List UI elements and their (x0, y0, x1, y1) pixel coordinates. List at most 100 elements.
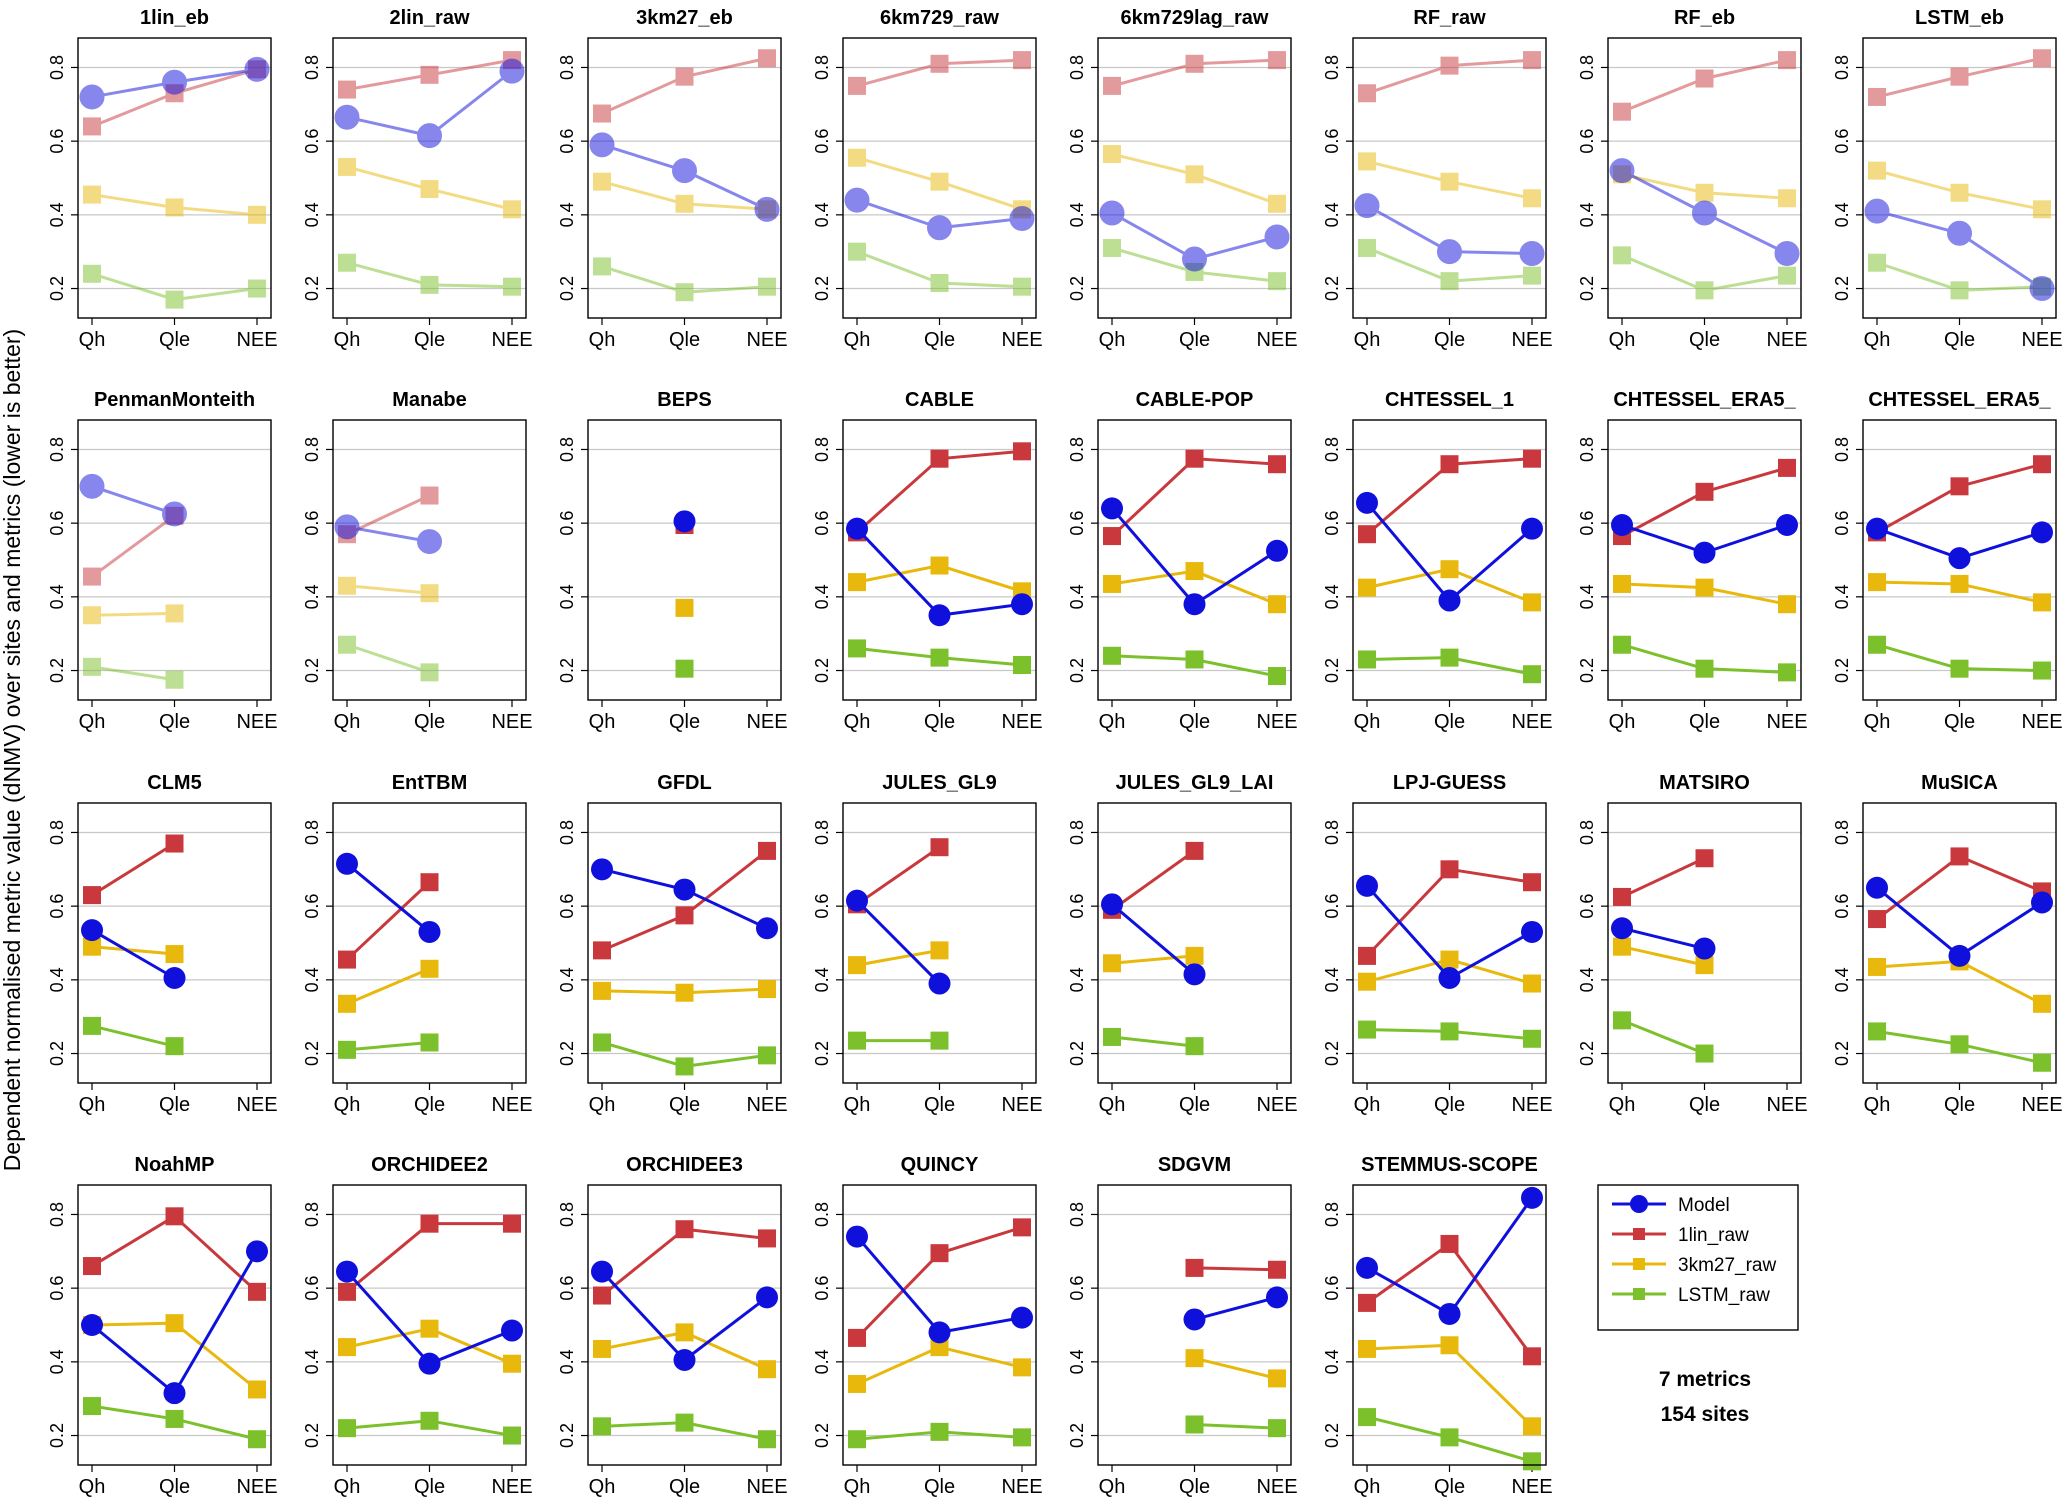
panel-title: ORCHIDEE2 (371, 1154, 488, 1176)
data-point-model (756, 1286, 778, 1309)
data-point-1lin_raw (1950, 847, 1969, 866)
data-point-1lin_raw (930, 1244, 949, 1263)
series-line (856, 198, 940, 230)
series-line (683, 169, 768, 211)
data-point-LSTM_raw (675, 1057, 694, 1076)
y-tick-label: 0.8 (1322, 437, 1342, 462)
y-tick-label: 0.8 (812, 1202, 832, 1227)
y-tick-label: 0.8 (1577, 437, 1597, 462)
x-tick-label: Qh (589, 329, 616, 351)
series-line (684, 202, 768, 211)
panel-title: 6km729lag_raw (1121, 7, 1269, 29)
data-point-model (1264, 224, 1290, 250)
series-1lin_raw (1358, 860, 1541, 965)
data-point-1lin_raw (1185, 1258, 1204, 1277)
series-line (429, 187, 513, 211)
series-line (1876, 643, 1960, 671)
data-point-3km27_raw (83, 937, 101, 956)
data-point-3km27_raw (420, 584, 439, 603)
panel-3: 3km27_eb 0.2 0.4 0.6 0.8 Qh Qle NEE (557, 7, 788, 351)
panel-frame (332, 1184, 527, 1466)
legend-label: Model (1678, 1195, 1730, 1216)
x-tick-label: NEE (1511, 329, 1552, 351)
series-LSTM_raw (1613, 246, 1796, 300)
x-tick-label: NEE (1511, 1094, 1552, 1116)
x-tick-label: Qle (1689, 1094, 1720, 1116)
series-line (1958, 232, 2043, 290)
series-line (1366, 463, 1451, 536)
data-point-1lin_raw (83, 886, 101, 905)
y-tick-label: 0.2 (557, 1423, 577, 1448)
series-Model (1099, 200, 1290, 272)
panel-frame (1352, 419, 1547, 701)
series-line (91, 91, 176, 128)
y-tick-label: 0.6 (1322, 894, 1342, 919)
series-line (1621, 523, 1705, 555)
panel-title: LSTM_eb (1915, 7, 2004, 29)
x-tick-label: Qle (1434, 329, 1465, 351)
series-LSTM_raw (1103, 1027, 1204, 1056)
data-point-3km27_raw (83, 185, 101, 204)
series-line (346, 1040, 430, 1052)
series-line (1366, 159, 1450, 184)
panel-grid: 1lin_eb 0.2 0.4 0.6 0.8 Qh Qle NEE 2lin_raw 0.2 0.… (47, 7, 2063, 1498)
legend-entry-3km27_raw: 3km27_raw (1612, 1255, 1776, 1276)
series-LSTM_raw (1868, 635, 2051, 680)
series-line (601, 264, 685, 294)
y-tick-label: 0.6 (1067, 511, 1087, 536)
panel-title: CLM5 (147, 772, 201, 794)
series-line (684, 1421, 768, 1441)
series-line (1449, 656, 1533, 676)
series-line (1365, 884, 1451, 980)
panel-12: CABLE 0.2 0.4 0.6 0.8 Qh Qle NEE (812, 389, 1043, 733)
series-line (91, 514, 176, 578)
data-point-model (1183, 963, 1206, 986)
data-point-3km27_raw (930, 1338, 949, 1357)
data-point-1lin_raw (930, 54, 949, 73)
data-point-LSTM_raw (503, 277, 521, 296)
series-line (1449, 958, 1533, 985)
panel-title: CHTESSEL_1 (1385, 389, 1514, 411)
series-line (1621, 856, 1706, 899)
data-point-LSTM_raw (593, 257, 611, 276)
y-tick-label: 0.2 (1067, 1041, 1087, 1066)
panel-frame (77, 802, 272, 1084)
panel-frame (77, 37, 272, 319)
series-Model (336, 852, 441, 943)
series-line (1621, 1018, 1706, 1055)
data-point-model (79, 473, 105, 499)
series-line (939, 656, 1023, 667)
x-tick-label: Qh (334, 1476, 361, 1498)
data-point-model (1864, 198, 1890, 224)
series-line (1366, 1242, 1451, 1305)
series-3km27_raw (848, 556, 1031, 601)
y-tick-label: 0.6 (1832, 511, 1852, 536)
y-tick-label: 0.8 (557, 55, 577, 80)
panel-frame (587, 37, 782, 319)
data-point-3km27_raw (1358, 1339, 1376, 1358)
series-line (91, 1215, 176, 1268)
data-point-model (244, 56, 270, 82)
x-tick-label: Qle (1179, 329, 1210, 351)
y-tick-label: 0.4 (1067, 1349, 1087, 1374)
series-LSTM_raw (338, 253, 521, 296)
y-tick-label: 0.6 (812, 129, 832, 154)
data-point-3km27_raw (338, 994, 356, 1013)
data-point-LSTM_raw (1868, 253, 1886, 272)
y-tick-label: 0.8 (1322, 55, 1342, 80)
y-tick-label: 0.4 (47, 584, 67, 609)
series-line (174, 67, 258, 95)
y-tick-label: 0.4 (1832, 584, 1852, 609)
series-line (1876, 261, 1960, 292)
y-tick-label: 0.8 (557, 1202, 577, 1227)
data-point-model (1692, 200, 1717, 226)
data-point-3km27_raw (1868, 161, 1886, 180)
data-point-model (81, 1314, 103, 1336)
data-point-1lin_raw (420, 873, 439, 892)
x-tick-label: Qh (589, 711, 616, 733)
series-LSTM_raw (593, 1413, 776, 1449)
y-tick-label: 0.6 (557, 1276, 577, 1301)
series-1lin_raw (848, 51, 1031, 95)
data-point-3km27_raw (1103, 574, 1121, 593)
panel-6: RF_raw 0.2 0.4 0.6 0.8 Qh Qle NEE (1322, 7, 1553, 351)
